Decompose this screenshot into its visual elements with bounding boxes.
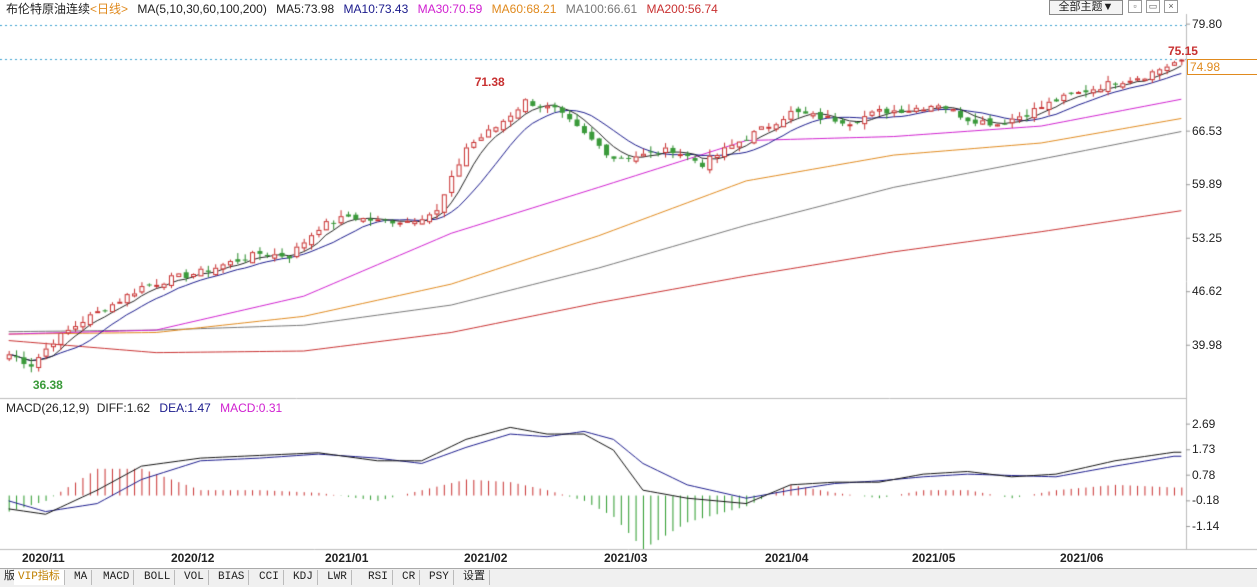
macd-legend: MACD(26,12,9) DIFF:1.62 DEA:1.47 MACD:0.… [6, 401, 282, 415]
tab-vol[interactable]: VOL [180, 570, 209, 585]
price-tick-label: 59.89 [1192, 177, 1223, 192]
tab-psy[interactable]: PSY [425, 570, 454, 585]
macd-diff-value: DIFF:1.62 [96, 401, 151, 415]
macd-tick-label: 1.73 [1192, 442, 1216, 457]
macd-dea-value: DEA:1.47 [159, 401, 211, 415]
ma60-value: MA60:68.21 [491, 2, 557, 16]
macd-tick-label: -1.14 [1192, 519, 1220, 533]
tab-macd[interactable]: MACD [99, 570, 135, 585]
date-tick-label: 2021/03 [604, 551, 648, 565]
ma-spec-label[interactable]: MA(5,10,30,60,100,200) [137, 2, 267, 16]
tab-ma[interactable]: MA [70, 570, 93, 585]
window-controls: ▫ ▭ × [1128, 0, 1182, 13]
tab-settings[interactable]: 设置 [459, 570, 490, 585]
extreme-price-label: 71.38 [474, 74, 505, 89]
tab-lwr[interactable]: LWR [323, 570, 352, 585]
tab-bias[interactable]: BIAS [214, 570, 250, 585]
price-tick-label: 53.25 [1192, 230, 1223, 245]
price-tick-label: 66.53 [1192, 123, 1223, 138]
ma30-value: MA30:70.59 [417, 2, 483, 16]
date-tick-label: 2021/02 [464, 551, 508, 565]
macd-macd-value: MACD:0.31 [220, 401, 283, 415]
extreme-price-label: 75.15 [1167, 44, 1198, 59]
date-tick-label: 2021/06 [1060, 551, 1104, 565]
tab-rsi[interactable]: RSI [364, 570, 393, 585]
date-tick-label: 2021/01 [325, 551, 369, 565]
macd-tick-label: 2.69 [1192, 416, 1216, 431]
ma5-value: MA5:73.98 [276, 2, 335, 16]
tab-cci[interactable]: CCI [255, 570, 284, 585]
extreme-price-label: 36.38 [32, 377, 63, 392]
tab-cr[interactable]: CR [398, 570, 421, 585]
dock-icon[interactable]: ▫ [1128, 0, 1142, 13]
ma100-value: MA100:66.61 [565, 2, 638, 16]
date-tick-label: 2021/05 [912, 551, 956, 565]
tab-vip-indicators[interactable]: VIP指标 [14, 570, 65, 585]
price-tick-label: 39.98 [1192, 337, 1223, 352]
period-label[interactable]: <日线> [90, 2, 129, 16]
current-price-tag: 74.98 [1187, 59, 1257, 75]
date-tick-label: 2020/11 [22, 551, 65, 565]
macd-tick-label: 0.78 [1192, 467, 1216, 482]
date-tick-label: 2021/04 [765, 551, 809, 565]
instrument-name: 布伦特原油连续 [6, 2, 91, 16]
price-tick-label: 46.62 [1192, 284, 1223, 299]
theme-select-button[interactable]: 全部主题▼ [1049, 0, 1123, 15]
tab-kdj[interactable]: KDJ [289, 570, 318, 585]
tab-boll[interactable]: BOLL [140, 570, 176, 585]
restore-icon[interactable]: ▭ [1146, 0, 1160, 13]
ma10-value: MA10:73.43 [343, 2, 409, 16]
close-icon[interactable]: × [1164, 0, 1178, 13]
date-tick-label: 2020/12 [171, 551, 215, 565]
macd-spec[interactable]: MACD(26,12,9) [6, 401, 90, 415]
indicator-tab-bar: 版 VIP指标 MA MACD BOLL VOL BIAS CCI KDJ LW… [0, 568, 1257, 587]
price-tick-label: 79.80 [1192, 16, 1223, 31]
ma200-value: MA200:56.74 [646, 2, 718, 16]
macd-tick-label: -0.18 [1192, 493, 1220, 508]
ma-legend: 布伦特原油连续<日线> MA(5,10,30,60,100,200) MA5:7… [6, 0, 724, 16]
